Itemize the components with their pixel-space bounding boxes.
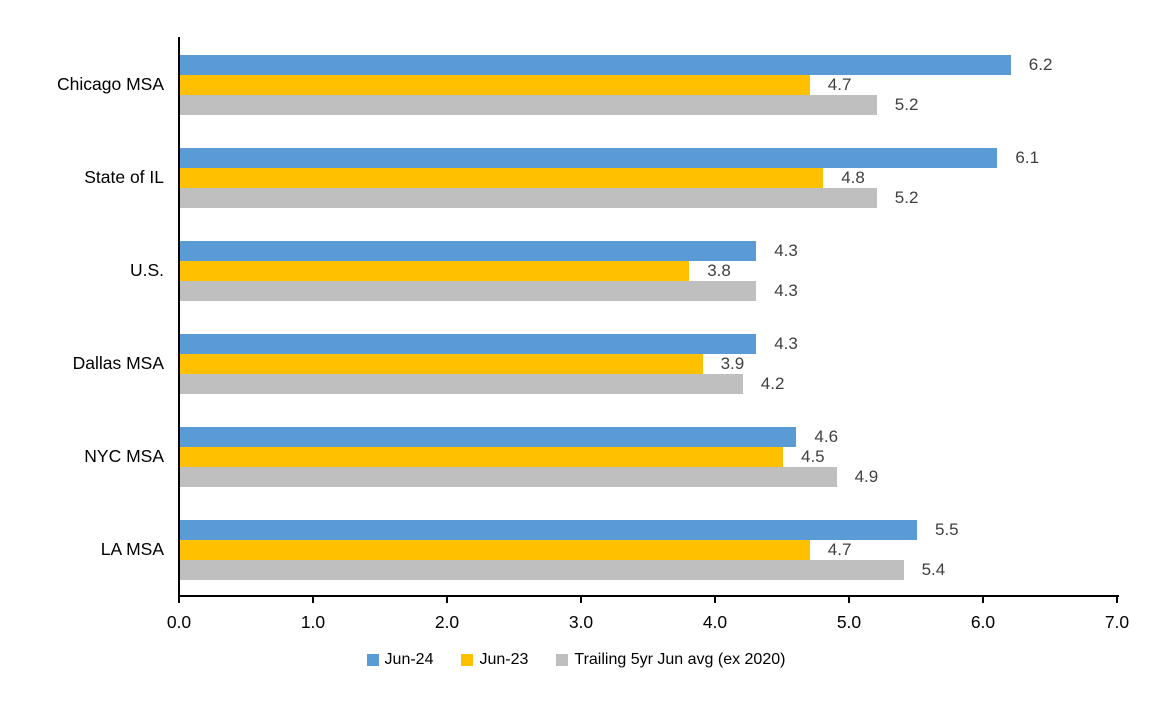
x-tick [178, 597, 180, 603]
category-label: U.S. [129, 260, 164, 280]
x-tick [446, 597, 448, 603]
bar [180, 74, 810, 95]
bar-value-label: 3.8 [707, 260, 731, 280]
category-label: Chicago MSA [57, 74, 164, 94]
category-label: NYC MSA [84, 446, 164, 466]
category-label: Dallas MSA [72, 353, 164, 373]
bar [180, 466, 837, 487]
x-tick [848, 597, 850, 603]
bar [180, 147, 998, 168]
bar-value-label: 5.4 [921, 559, 946, 579]
x-tick [982, 597, 984, 603]
bar-value-label: 4.5 [801, 446, 825, 466]
bar [180, 559, 904, 580]
x-tick-label: 4.0 [702, 612, 728, 632]
legend-item: Trailing 5yr Jun avg (ex 2020) [556, 651, 785, 669]
bar [180, 333, 757, 354]
bar [180, 94, 877, 115]
bar [180, 54, 1011, 75]
bar-value-label: 4.3 [774, 333, 798, 353]
bar-group: 4.3 3.8 4.3 [180, 224, 1118, 317]
bar-group: 4.3 3.9 4.2 [180, 317, 1118, 410]
plot-area: 6.2 4.7 5.2 6.1 4.8 5.2 4.3 3.8 4.3 4.3 3.9 4.2 4.6 4… [180, 38, 1118, 596]
bar-value-label: 3.9 [720, 353, 745, 373]
legend-swatch [366, 654, 379, 666]
bar-value-label: 5.2 [894, 94, 919, 114]
x-tick-label: 1.0 [300, 612, 326, 632]
bar-group: 6.2 4.7 5.2 [180, 38, 1118, 131]
x-tick-label: 2.0 [434, 612, 460, 632]
y-axis-line [178, 37, 180, 597]
bar-group: 4.6 4.5 4.9 [180, 410, 1118, 503]
x-axis-line [178, 595, 1119, 597]
legend-label: Jun-23 [479, 651, 529, 668]
bar-value-label: 4.3 [774, 280, 798, 300]
bar [180, 519, 917, 540]
x-tick [312, 597, 314, 603]
bar [180, 240, 757, 261]
bar [180, 426, 797, 447]
legend-item: Jun-23 [461, 651, 528, 669]
bar-value-label: 4.6 [814, 426, 839, 446]
bar-group: 6.1 4.8 5.2 [180, 131, 1118, 224]
bar [180, 167, 824, 188]
bar [180, 260, 690, 281]
bar-value-label: 4.2 [760, 373, 785, 393]
bar-value-label: 4.3 [774, 240, 798, 260]
bar-value-label: 5.5 [935, 519, 959, 539]
bar [180, 353, 703, 374]
x-tick-label: 5.0 [836, 612, 862, 632]
bar-value-label: 6.2 [1028, 54, 1053, 74]
bar-value-label: 4.9 [854, 466, 879, 486]
legend-swatch [461, 654, 474, 666]
bar-value-label: 5.2 [894, 187, 919, 207]
x-tick [580, 597, 582, 603]
category-label: State of IL [84, 167, 164, 187]
bar [180, 539, 810, 560]
bar [180, 187, 877, 208]
bar-group: 5.5 4.7 5.4 [180, 503, 1118, 596]
bar-value-label: 4.7 [827, 539, 852, 559]
bar-value-label: 4.8 [841, 167, 865, 187]
x-tick [714, 597, 716, 603]
bar [180, 373, 743, 394]
x-tick-label: 3.0 [568, 612, 594, 632]
bar-value-label: 6.1 [1015, 147, 1040, 167]
bar [180, 280, 757, 301]
bar [180, 446, 783, 467]
x-tick [1116, 597, 1118, 603]
legend-label: Jun-24 [384, 651, 434, 668]
legend-label: Trailing 5yr Jun avg (ex 2020) [574, 651, 786, 668]
legend-item: Jun-24 [366, 651, 434, 669]
x-tick-label: 6.0 [970, 612, 996, 632]
legend-swatch [556, 654, 569, 666]
bar-value-label: 4.7 [827, 74, 852, 94]
x-tick-label: 7.0 [1104, 612, 1130, 632]
x-tick-label: 0.0 [166, 612, 192, 632]
category-label: LA MSA [100, 539, 164, 559]
legend: Jun-24 Jun-23 Trailing 5yr Jun avg (ex 202… [0, 651, 1152, 669]
